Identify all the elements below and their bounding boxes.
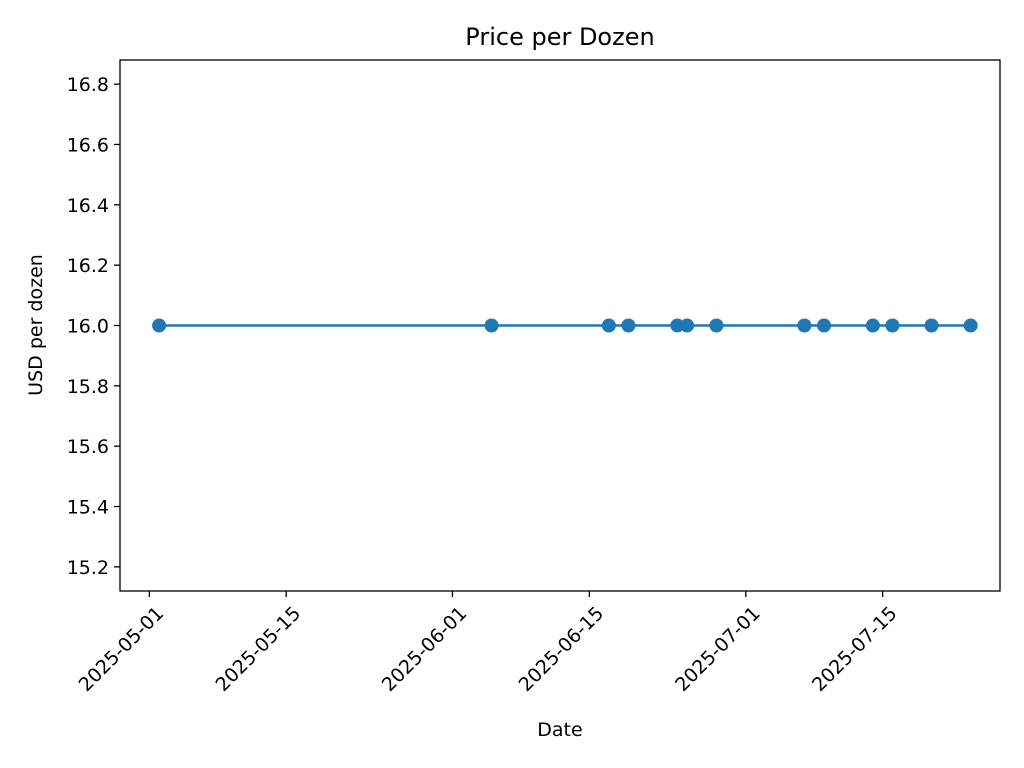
y-tick-label: 16.8 bbox=[67, 74, 109, 96]
data-point bbox=[709, 318, 724, 333]
data-point bbox=[817, 318, 831, 333]
y-tick-label: 15.2 bbox=[67, 557, 109, 579]
y-tick-label: 16.2 bbox=[67, 255, 109, 277]
y-axis-label: USD per dozen bbox=[25, 254, 47, 396]
y-tick-label: 16.4 bbox=[67, 195, 109, 217]
data-point bbox=[152, 318, 167, 333]
series-layer bbox=[152, 318, 978, 333]
chart-title: Price per Dozen bbox=[465, 23, 654, 51]
y-tick-label: 16.6 bbox=[67, 134, 109, 156]
data-point bbox=[963, 318, 978, 333]
data-point bbox=[670, 318, 685, 333]
data-point bbox=[797, 318, 812, 333]
y-tick-label: 15.4 bbox=[67, 497, 109, 519]
y-tick-label: 15.8 bbox=[67, 376, 109, 398]
data-point bbox=[885, 318, 900, 333]
y-axis: 15.2 15.4 15.6 15.8 16.0 16.2 16.4 16.6 16.8 bbox=[67, 74, 120, 579]
data-point bbox=[621, 318, 636, 333]
x-axis-label: Date bbox=[537, 719, 582, 741]
data-point bbox=[924, 318, 939, 333]
data-point bbox=[484, 318, 499, 333]
data-point bbox=[601, 318, 616, 333]
y-tick-label: 15.6 bbox=[67, 436, 109, 458]
data-point bbox=[865, 318, 880, 333]
data-point bbox=[680, 318, 695, 333]
y-tick-label: 16.0 bbox=[67, 316, 109, 338]
